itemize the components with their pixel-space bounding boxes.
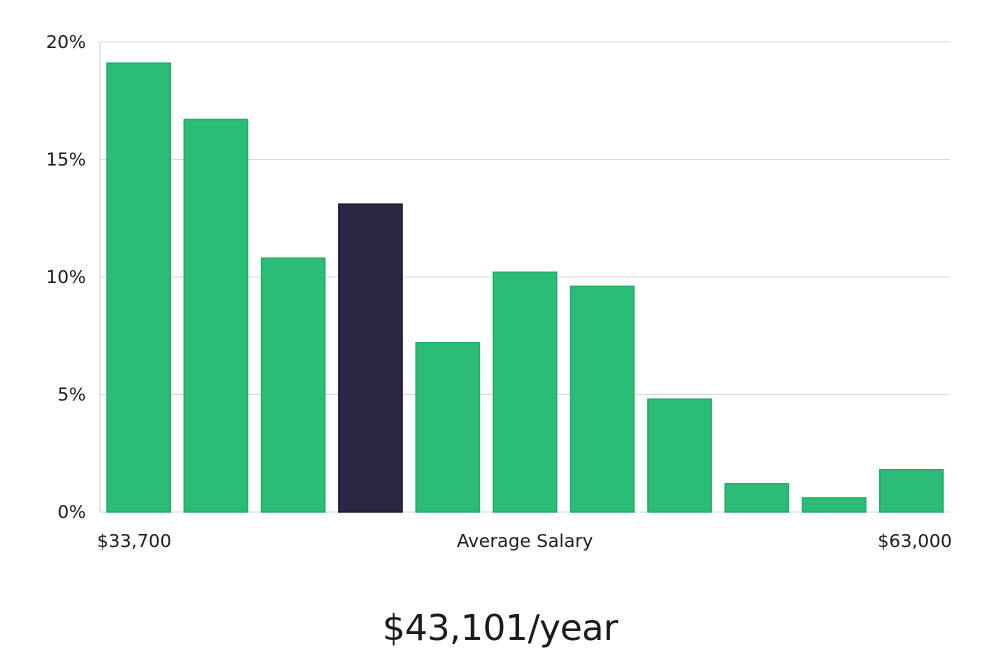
average-salary-value: $43,101/year <box>382 608 618 649</box>
bar-average <box>338 203 403 513</box>
bars <box>106 62 944 513</box>
bar <box>647 398 712 513</box>
bar <box>260 257 326 513</box>
bar <box>183 118 249 513</box>
x-min-label: $33,700 <box>97 531 171 552</box>
x-max-label: $63,000 <box>878 531 952 552</box>
bar <box>415 342 481 513</box>
bar <box>724 483 790 513</box>
y-tick-label: 10% <box>46 267 86 288</box>
y-tick-label: 0% <box>57 502 86 523</box>
bar <box>801 497 867 513</box>
y-tick-label: 5% <box>57 385 86 406</box>
y-tick-label: 20% <box>46 32 86 53</box>
salary-histogram: 0% 5% 10% 15% 20% $33,700 Average Salary $63… <box>46 32 952 552</box>
y-tick-label: 15% <box>46 150 86 171</box>
bar <box>878 468 944 513</box>
y-axis-ticks: 0% 5% 10% 15% 20% <box>46 32 86 523</box>
x-center-label: Average Salary <box>457 531 594 552</box>
bar <box>569 285 635 513</box>
bar <box>492 271 558 513</box>
bar <box>106 62 172 513</box>
